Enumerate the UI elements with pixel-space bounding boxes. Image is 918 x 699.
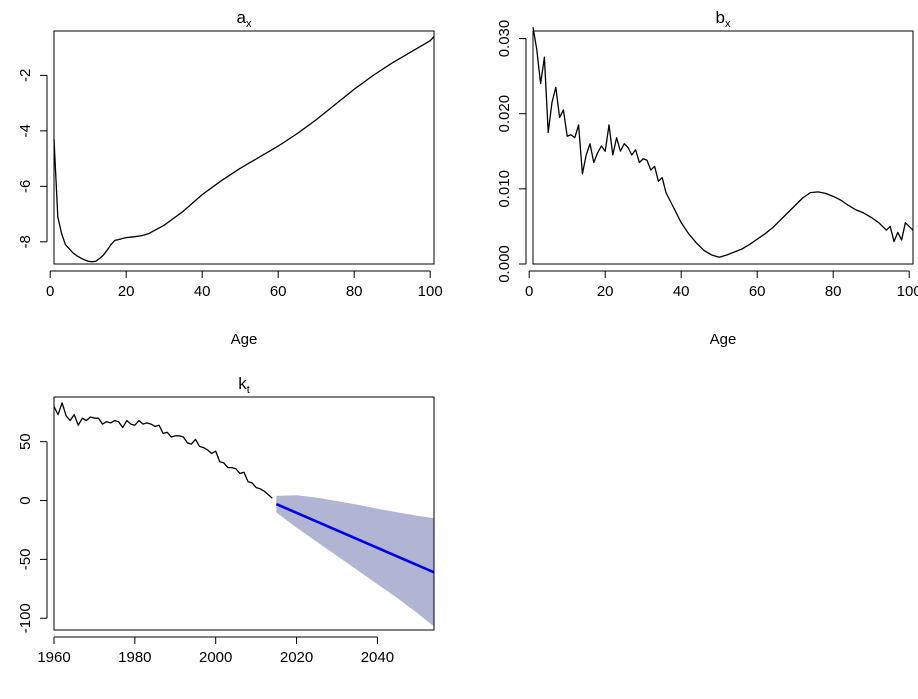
x-axis: 1960 1980 2000 2020 2040 (37, 636, 394, 666)
panel-3: 1960 1980 2000 2020 2040 Year -100 -50 0 50 kt (17, 374, 435, 699)
y-tick-label: -8 (17, 235, 34, 248)
plot-frame (532, 30, 914, 265)
panel-title-subscript: x (246, 18, 252, 30)
panel-title-subscript: t (247, 384, 250, 396)
forecast-line (275, 502, 435, 574)
x-tick-label: 0 (46, 283, 54, 300)
panel-title-main: a (237, 8, 247, 27)
panel-1: 0 20 40 60 80 100 Age -8 -6 -4 -2 ax (17, 8, 443, 348)
x-tick-label: 100 (897, 283, 918, 300)
panel-title: bx (716, 8, 731, 30)
y-axis: -100 -50 0 50 (17, 433, 48, 633)
y-tick-label: 0.030 (496, 20, 513, 58)
x-tick-label: 60 (270, 283, 287, 300)
plot-frame (53, 30, 435, 265)
x-tick-label: 40 (673, 283, 690, 300)
y-tick-label: -4 (17, 124, 34, 137)
y-axis: 0.000 0.010 0.020 0.030 (496, 20, 527, 283)
y-tick-label: 0 (17, 496, 34, 504)
y-axis: -8 -6 -4 -2 (17, 69, 48, 248)
panel-title-main: b (716, 8, 725, 27)
x-tick-label: 0 (525, 283, 533, 300)
x-axis: 0 20 40 60 80 100 (525, 270, 918, 300)
series-line (53, 402, 273, 499)
y-tick-label: 0.020 (496, 95, 513, 133)
y-tick-label: 50 (17, 433, 34, 450)
x-axis: 0 20 40 60 80 100 (46, 270, 443, 300)
x-tick-label: 2000 (199, 649, 232, 666)
y-tick-label: -2 (17, 69, 34, 82)
x-tick-label: 80 (825, 283, 842, 300)
y-tick-label: -6 (17, 180, 34, 193)
y-tick-label: 0.010 (496, 170, 513, 208)
x-tick-label: 80 (346, 283, 363, 300)
x-tick-label: 1960 (37, 649, 70, 666)
x-tick-label: 1980 (118, 649, 151, 666)
y-tick-label: -100 (17, 603, 34, 633)
x-tick-label: 60 (749, 283, 766, 300)
panel-title-subscript: x (725, 18, 731, 30)
y-tick-label: 0.000 (496, 245, 513, 283)
x-tick-label: 100 (418, 283, 443, 300)
x-axis-label: Age (231, 331, 258, 348)
series-line (532, 27, 914, 258)
x-tick-label: 20 (118, 283, 135, 300)
x-tick-label: 40 (194, 283, 211, 300)
forecast-interval-band (276, 495, 434, 627)
series-line (53, 36, 435, 263)
panel-title: kt (238, 374, 250, 396)
x-tick-label: 20 (597, 283, 614, 300)
panel-title-main: k (238, 374, 247, 393)
x-tick-label: 2020 (280, 649, 313, 666)
panel-title: ax (237, 8, 252, 30)
panel-2: 0 20 40 60 80 100 Age 0.000 0.010 0.020 0.030 bx (496, 8, 918, 348)
x-axis-label: Year (229, 697, 259, 699)
y-tick-label: -50 (17, 549, 34, 571)
plot-frame (53, 396, 435, 631)
x-axis-label: Age (710, 331, 737, 348)
x-tick-label: 2040 (361, 649, 394, 666)
